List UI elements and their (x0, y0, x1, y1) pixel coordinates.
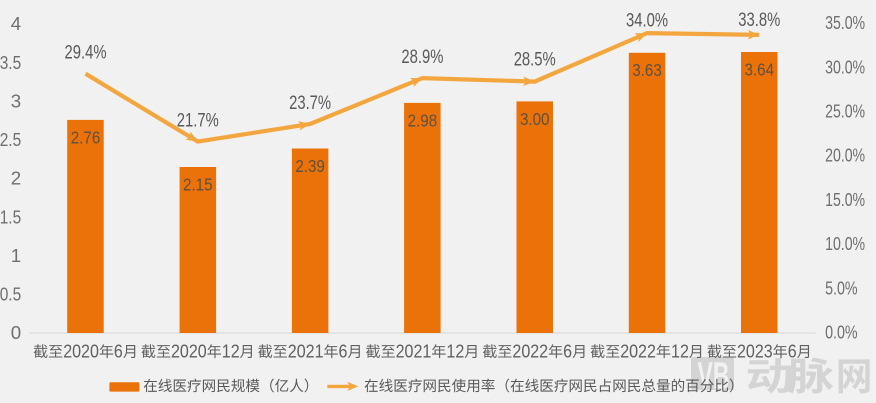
svg-text:3.63: 3.63 (632, 60, 662, 80)
svg-text:6: 6 (114, 341, 123, 361)
svg-text:12: 12 (671, 341, 689, 361)
svg-text:15.0%: 15.0% (825, 190, 865, 210)
svg-text:2.76: 2.76 (71, 127, 101, 147)
svg-text:30.0%: 30.0% (825, 57, 865, 77)
svg-text:35.0%: 35.0% (825, 13, 865, 33)
svg-text:2020: 2020 (171, 341, 207, 361)
svg-text:3.64: 3.64 (745, 59, 775, 79)
svg-text:2.98: 2.98 (408, 110, 438, 130)
svg-text:2023: 2023 (737, 341, 773, 361)
svg-text:2021: 2021 (396, 341, 432, 361)
svg-text:1: 1 (11, 245, 21, 266)
svg-text:2022: 2022 (512, 341, 548, 361)
svg-text:21.7%: 21.7% (177, 110, 219, 131)
svg-text:2021: 2021 (288, 341, 324, 361)
svg-text:1.5: 1.5 (0, 206, 21, 227)
svg-text:3.5: 3.5 (0, 52, 21, 73)
svg-text:4: 4 (11, 13, 21, 34)
svg-text:2020: 2020 (63, 341, 99, 361)
svg-text:28.5%: 28.5% (514, 50, 556, 71)
svg-text:2.39: 2.39 (295, 156, 325, 176)
svg-text:2.15: 2.15 (183, 174, 213, 194)
svg-text:6: 6 (788, 341, 797, 361)
svg-text:2: 2 (11, 168, 21, 189)
svg-text:3.00: 3.00 (520, 109, 550, 129)
svg-text:25.0%: 25.0% (825, 102, 865, 122)
svg-text:5.0%: 5.0% (825, 278, 858, 298)
svg-text:0.5: 0.5 (0, 284, 21, 305)
svg-text:28.9%: 28.9% (401, 47, 443, 68)
svg-text:33.8%: 33.8% (738, 10, 780, 31)
svg-text:10.0%: 10.0% (825, 234, 865, 254)
svg-text:29.4%: 29.4% (65, 43, 107, 64)
svg-text:6: 6 (339, 341, 348, 361)
svg-text:12: 12 (222, 341, 240, 361)
svg-text:0: 0 (11, 322, 21, 343)
svg-text:0.0%: 0.0% (825, 323, 858, 343)
svg-text:12: 12 (446, 341, 464, 361)
svg-text:2022: 2022 (620, 341, 656, 361)
svg-text:23.7%: 23.7% (289, 93, 331, 114)
svg-text:2.5: 2.5 (0, 129, 21, 150)
svg-text:20.0%: 20.0% (825, 146, 865, 166)
svg-text:6: 6 (563, 341, 572, 361)
svg-text:34.0%: 34.0% (626, 10, 668, 31)
svg-text:3: 3 (11, 91, 21, 112)
